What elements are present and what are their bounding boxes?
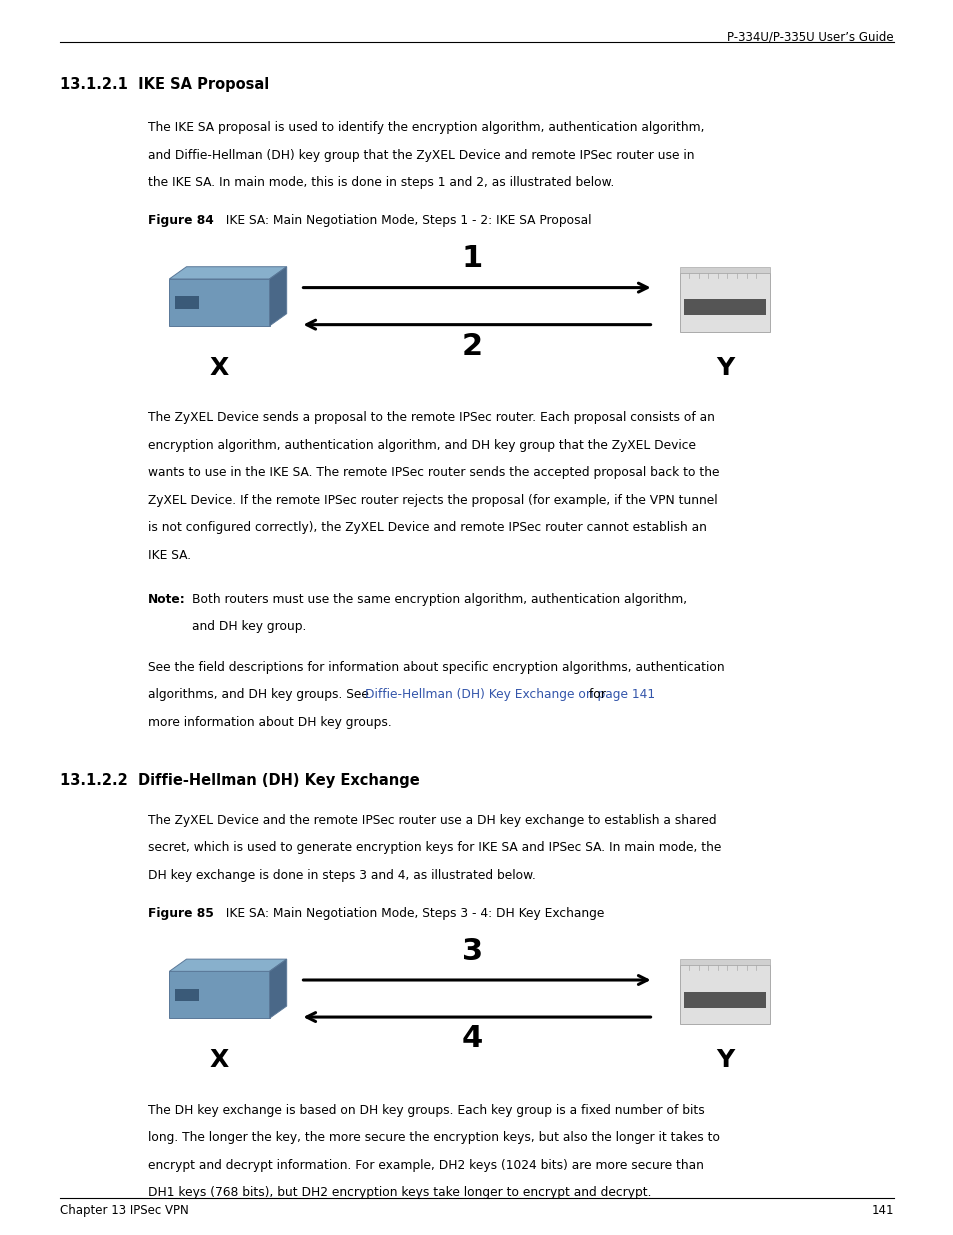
Text: The ZyXEL Device and the remote IPSec router use a DH key exchange to establish : The ZyXEL Device and the remote IPSec ro… — [148, 814, 716, 826]
Text: and DH key group.: and DH key group. — [192, 620, 306, 634]
Text: 3: 3 — [461, 937, 482, 966]
Polygon shape — [683, 992, 764, 1008]
FancyArrowPatch shape — [303, 283, 647, 291]
Text: is not configured correctly), the ZyXEL Device and remote IPSec router cannot es: is not configured correctly), the ZyXEL … — [148, 521, 706, 535]
Text: encrypt and decrypt information. For example, DH2 keys (1024 bits) are more secu: encrypt and decrypt information. For exa… — [148, 1158, 703, 1172]
Text: X: X — [210, 1049, 229, 1072]
Text: The ZyXEL Device sends a proposal to the remote IPSec router. Each proposal cons: The ZyXEL Device sends a proposal to the… — [148, 411, 714, 425]
Text: Figure 85: Figure 85 — [148, 906, 213, 920]
Text: Y: Y — [715, 1049, 734, 1072]
Text: Diffie-Hellman (DH) Key Exchange on page 141: Diffie-Hellman (DH) Key Exchange on page… — [365, 688, 655, 701]
Text: The DH key exchange is based on DH key groups. Each key group is a fixed number : The DH key exchange is based on DH key g… — [148, 1104, 704, 1116]
Polygon shape — [270, 960, 287, 1019]
Text: 13.1.2.1  IKE SA Proposal: 13.1.2.1 IKE SA Proposal — [60, 77, 269, 91]
Text: P-334U/P-335U User’s Guide: P-334U/P-335U User’s Guide — [726, 31, 893, 44]
Text: Both routers must use the same encryption algorithm, authentication algorithm,: Both routers must use the same encryptio… — [192, 593, 686, 605]
Text: 141: 141 — [870, 1204, 893, 1218]
Text: more information about DH key groups.: more information about DH key groups. — [148, 716, 392, 729]
Text: and Diffie-Hellman (DH) key group that the ZyXEL Device and remote IPSec router : and Diffie-Hellman (DH) key group that t… — [148, 149, 694, 162]
Text: long. The longer the key, the more secure the encryption keys, but also the long: long. The longer the key, the more secur… — [148, 1131, 720, 1145]
Text: DH1 keys (768 bits), but DH2 encryption keys take longer to encrypt and decrypt.: DH1 keys (768 bits), but DH2 encryption … — [148, 1187, 651, 1199]
Polygon shape — [175, 296, 198, 309]
Text: 4: 4 — [461, 1025, 482, 1053]
Polygon shape — [679, 966, 770, 1025]
Polygon shape — [683, 299, 764, 315]
Polygon shape — [170, 972, 270, 1019]
Text: ZyXEL Device. If the remote IPSec router rejects the proposal (for example, if t: ZyXEL Device. If the remote IPSec router… — [148, 494, 717, 506]
Polygon shape — [170, 279, 270, 326]
Text: 2: 2 — [461, 332, 482, 361]
Text: secret, which is used to generate encryption keys for IKE SA and IPSec SA. In ma: secret, which is used to generate encryp… — [148, 841, 720, 855]
Text: IKE SA.: IKE SA. — [148, 548, 191, 562]
FancyArrowPatch shape — [306, 320, 650, 329]
Polygon shape — [679, 960, 770, 966]
Text: Y: Y — [715, 356, 734, 379]
FancyArrowPatch shape — [303, 976, 647, 984]
Text: wants to use in the IKE SA. The remote IPSec router sends the accepted proposal : wants to use in the IKE SA. The remote I… — [148, 467, 719, 479]
Text: 13.1.2.2  Diffie-Hellman (DH) Key Exchange: 13.1.2.2 Diffie-Hellman (DH) Key Exchang… — [60, 773, 419, 788]
Polygon shape — [270, 267, 287, 326]
Polygon shape — [170, 267, 287, 279]
FancyArrowPatch shape — [306, 1013, 650, 1021]
Text: The IKE SA proposal is used to identify the encryption algorithm, authentication: The IKE SA proposal is used to identify … — [148, 121, 703, 135]
Text: X: X — [210, 356, 229, 379]
Text: Chapter 13 IPSec VPN: Chapter 13 IPSec VPN — [60, 1204, 189, 1218]
Polygon shape — [175, 989, 198, 1002]
Polygon shape — [170, 960, 287, 972]
Text: Note:: Note: — [148, 593, 186, 605]
Polygon shape — [679, 273, 770, 332]
Text: encryption algorithm, authentication algorithm, and DH key group that the ZyXEL : encryption algorithm, authentication alg… — [148, 438, 695, 452]
Text: algorithms, and DH key groups. See: algorithms, and DH key groups. See — [148, 688, 373, 701]
Text: Figure 84: Figure 84 — [148, 214, 213, 227]
Text: for: for — [584, 688, 605, 701]
Text: See the field descriptions for information about specific encryption algorithms,: See the field descriptions for informati… — [148, 661, 723, 674]
Text: 1: 1 — [461, 245, 482, 273]
Polygon shape — [679, 267, 770, 273]
Text: IKE SA: Main Negotiation Mode, Steps 3 - 4: DH Key Exchange: IKE SA: Main Negotiation Mode, Steps 3 -… — [217, 906, 603, 920]
Text: DH key exchange is done in steps 3 and 4, as illustrated below.: DH key exchange is done in steps 3 and 4… — [148, 869, 536, 882]
Text: IKE SA: Main Negotiation Mode, Steps 1 - 2: IKE SA Proposal: IKE SA: Main Negotiation Mode, Steps 1 -… — [217, 214, 591, 227]
Text: the IKE SA. In main mode, this is done in steps 1 and 2, as illustrated below.: the IKE SA. In main mode, this is done i… — [148, 177, 614, 189]
